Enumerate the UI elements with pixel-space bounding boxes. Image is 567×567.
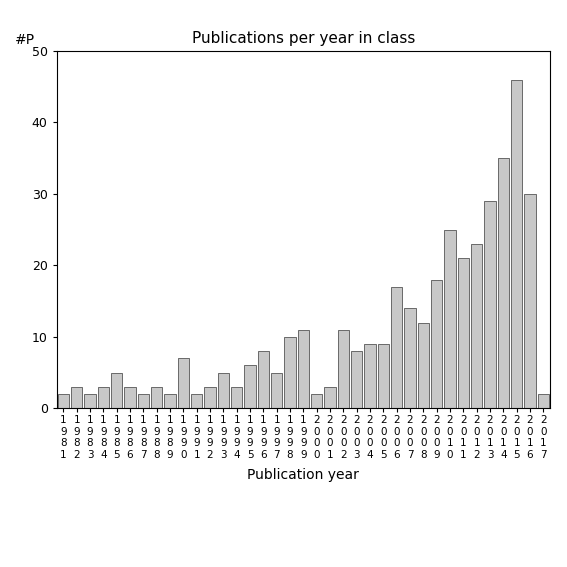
Bar: [404, 308, 416, 408]
Bar: [484, 201, 496, 408]
Bar: [257, 351, 269, 408]
Bar: [111, 373, 122, 408]
Bar: [538, 394, 549, 408]
X-axis label: Publication year: Publication year: [247, 468, 359, 483]
Bar: [138, 394, 149, 408]
Bar: [445, 230, 456, 408]
Bar: [365, 344, 376, 408]
Bar: [124, 387, 136, 408]
Bar: [164, 394, 176, 408]
Title: Publications per year in class: Publications per year in class: [192, 31, 415, 46]
Bar: [498, 158, 509, 408]
Bar: [244, 365, 256, 408]
Bar: [418, 323, 429, 408]
Text: #P: #P: [15, 33, 35, 48]
Bar: [524, 194, 536, 408]
Bar: [311, 394, 323, 408]
Bar: [284, 337, 295, 408]
Bar: [458, 258, 469, 408]
Bar: [431, 280, 442, 408]
Bar: [324, 387, 336, 408]
Bar: [511, 79, 522, 408]
Bar: [151, 387, 162, 408]
Bar: [471, 244, 483, 408]
Bar: [84, 394, 96, 408]
Bar: [338, 329, 349, 408]
Bar: [204, 387, 215, 408]
Bar: [391, 287, 403, 408]
Bar: [351, 351, 362, 408]
Bar: [378, 344, 389, 408]
Bar: [58, 394, 69, 408]
Bar: [271, 373, 282, 408]
Bar: [231, 387, 242, 408]
Bar: [298, 329, 309, 408]
Bar: [177, 358, 189, 408]
Bar: [98, 387, 109, 408]
Bar: [218, 373, 229, 408]
Bar: [71, 387, 82, 408]
Bar: [191, 394, 202, 408]
